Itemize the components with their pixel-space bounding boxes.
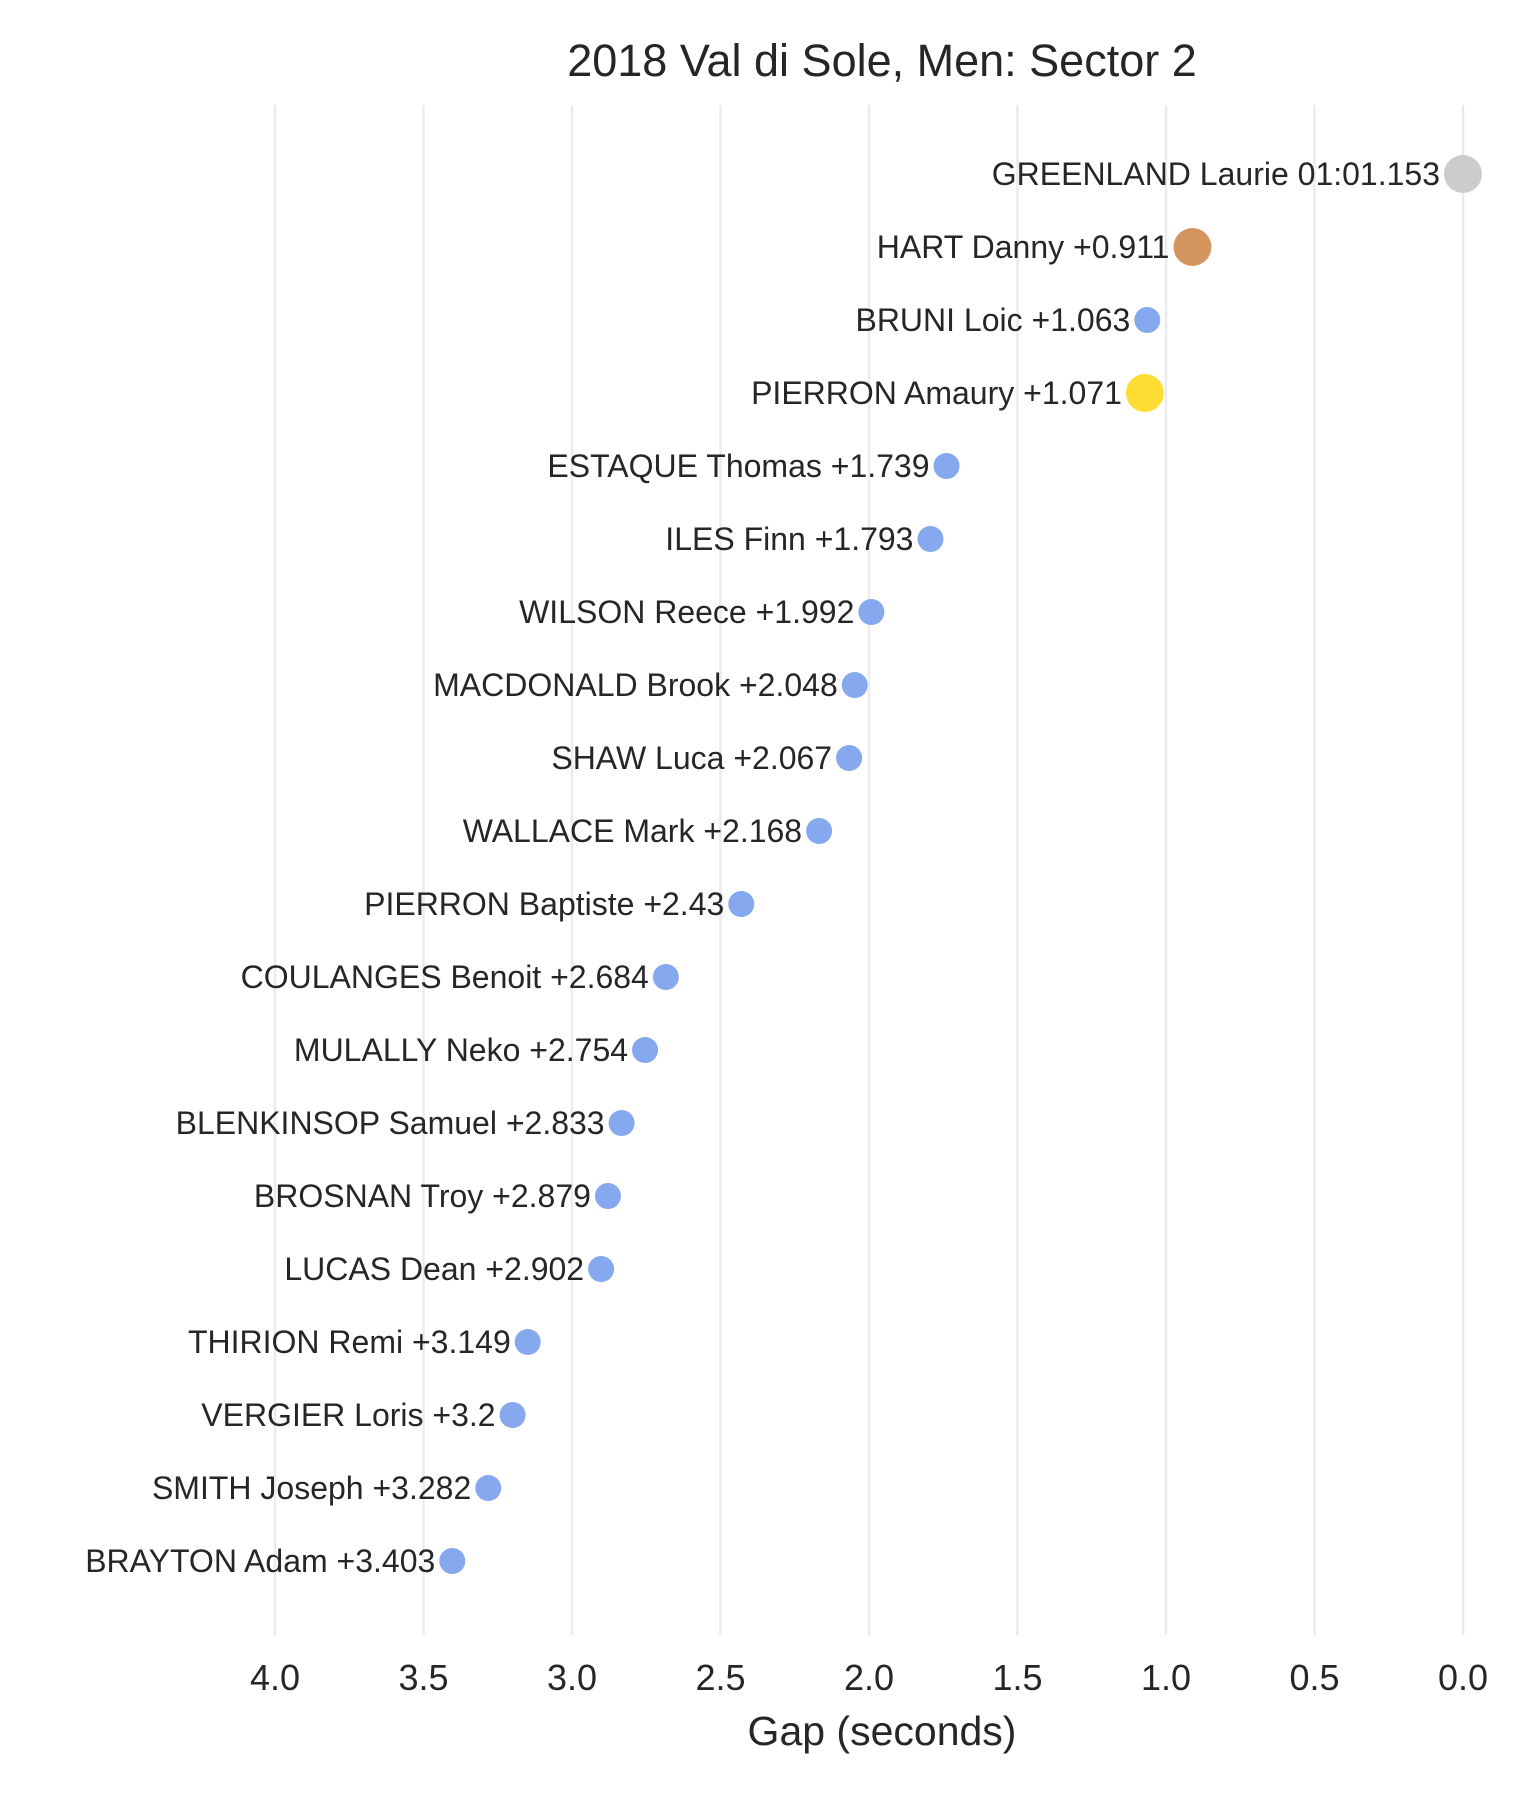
data-label: SMITH Joseph +3.282 [152, 1470, 471, 1506]
data-label: LUCAS Dean +2.902 [284, 1251, 584, 1287]
data-point [499, 1402, 526, 1428]
x-tick-label: 3.5 [398, 1657, 448, 1698]
x-tick-label: 3.0 [547, 1657, 597, 1698]
rider-row: HART Danny +0.911 [877, 228, 1212, 266]
data-point [588, 1256, 615, 1282]
data-label: THIRION Remi +3.149 [188, 1324, 511, 1360]
data-point [632, 1037, 659, 1063]
rider-row: SHAW Luca +2.067 [551, 740, 863, 776]
data-label: BRUNI Loic +1.063 [855, 302, 1130, 338]
data-point [608, 1110, 635, 1136]
data-point [1125, 374, 1164, 412]
chart-title: 2018 Val di Sole, Men: Sector 2 [567, 35, 1197, 86]
data-label: ILES Finn +1.793 [665, 521, 913, 557]
rider-row: MULALLY Neko +2.754 [294, 1032, 659, 1068]
rider-row: MACDONALD Brook +2.048 [433, 667, 868, 703]
data-label: BROSNAN Troy +2.879 [254, 1178, 591, 1214]
x-tick-label: 0.5 [1289, 1657, 1339, 1698]
rider-row: WILSON Reece +1.992 [519, 594, 885, 630]
rider-row: ILES Finn +1.793 [665, 521, 944, 557]
x-axis-label: Gap (seconds) [748, 1708, 1017, 1754]
data-point [439, 1548, 466, 1574]
rider-row: PIERRON Amaury +1.071 [751, 374, 1164, 412]
rider-row: BRUNI Loic +1.063 [855, 302, 1161, 338]
x-tick-label: 1.0 [1141, 1657, 1191, 1698]
data-point [836, 745, 863, 771]
rider-row: VERGIER Loris +3.2 [201, 1397, 526, 1433]
x-tick-label: 1.5 [992, 1657, 1042, 1698]
data-point [917, 526, 944, 552]
data-point [728, 891, 755, 917]
rider-row: THIRION Remi +3.149 [188, 1324, 541, 1360]
data-point [652, 964, 679, 990]
x-tick-label: 4.0 [250, 1657, 300, 1698]
data-label: ESTAQUE Thomas +1.739 [547, 448, 929, 484]
data-label: WALLACE Mark +2.168 [463, 813, 802, 849]
rider-row: COULANGES Benoit +2.684 [241, 959, 679, 995]
data-point [514, 1329, 541, 1355]
data-point [594, 1183, 621, 1209]
x-tick-label: 0.0 [1438, 1657, 1488, 1698]
data-label: BLENKINSOP Samuel +2.833 [176, 1105, 605, 1141]
rider-row: GREENLAND Laurie 01:01.153 [992, 155, 1482, 193]
data-label: MULALLY Neko +2.754 [294, 1032, 628, 1068]
x-axis-ticks: 4.0 3.5 3.0 2.5 2.0 1.5 1.0 0.5 0.0 [250, 1657, 1488, 1698]
grid-layer [273, 105, 1465, 1635]
rider-row: LUCAS Dean +2.902 [284, 1251, 615, 1287]
data-point [475, 1475, 502, 1501]
data-label: PIERRON Baptiste +2.43 [364, 886, 724, 922]
data-label: MACDONALD Brook +2.048 [433, 667, 838, 703]
data-label: COULANGES Benoit +2.684 [241, 959, 649, 995]
data-label: GREENLAND Laurie 01:01.153 [992, 156, 1440, 192]
rider-row: BRAYTON Adam +3.403 [85, 1543, 466, 1579]
rider-row: SMITH Joseph +3.282 [152, 1470, 502, 1506]
data-point [1173, 228, 1212, 266]
data-label: SHAW Luca +2.067 [551, 740, 832, 776]
rider-row: WALLACE Mark +2.168 [463, 813, 833, 849]
rider-row: ESTAQUE Thomas +1.739 [547, 448, 960, 484]
data-point [1134, 307, 1161, 333]
x-tick-label: 2.0 [844, 1657, 894, 1698]
x-tick-label: 2.5 [695, 1657, 745, 1698]
data-label: WILSON Reece +1.992 [519, 594, 854, 630]
data-label: HART Danny +0.911 [877, 229, 1170, 265]
data-point [806, 818, 833, 844]
data-point [1444, 155, 1482, 193]
data-label: PIERRON Amaury +1.071 [751, 375, 1122, 411]
rider-row: PIERRON Baptiste +2.43 [364, 886, 755, 922]
rider-row: BROSNAN Troy +2.879 [254, 1178, 621, 1214]
data-label: BRAYTON Adam +3.403 [85, 1543, 435, 1579]
points-layer: GREENLAND Laurie 01:01.153 HART Danny +0.… [85, 155, 1482, 1579]
data-point [841, 672, 868, 698]
data-point [858, 599, 885, 625]
rider-row: BLENKINSOP Samuel +2.833 [176, 1105, 635, 1141]
data-label: VERGIER Loris +3.2 [201, 1397, 495, 1433]
data-point [933, 453, 960, 479]
